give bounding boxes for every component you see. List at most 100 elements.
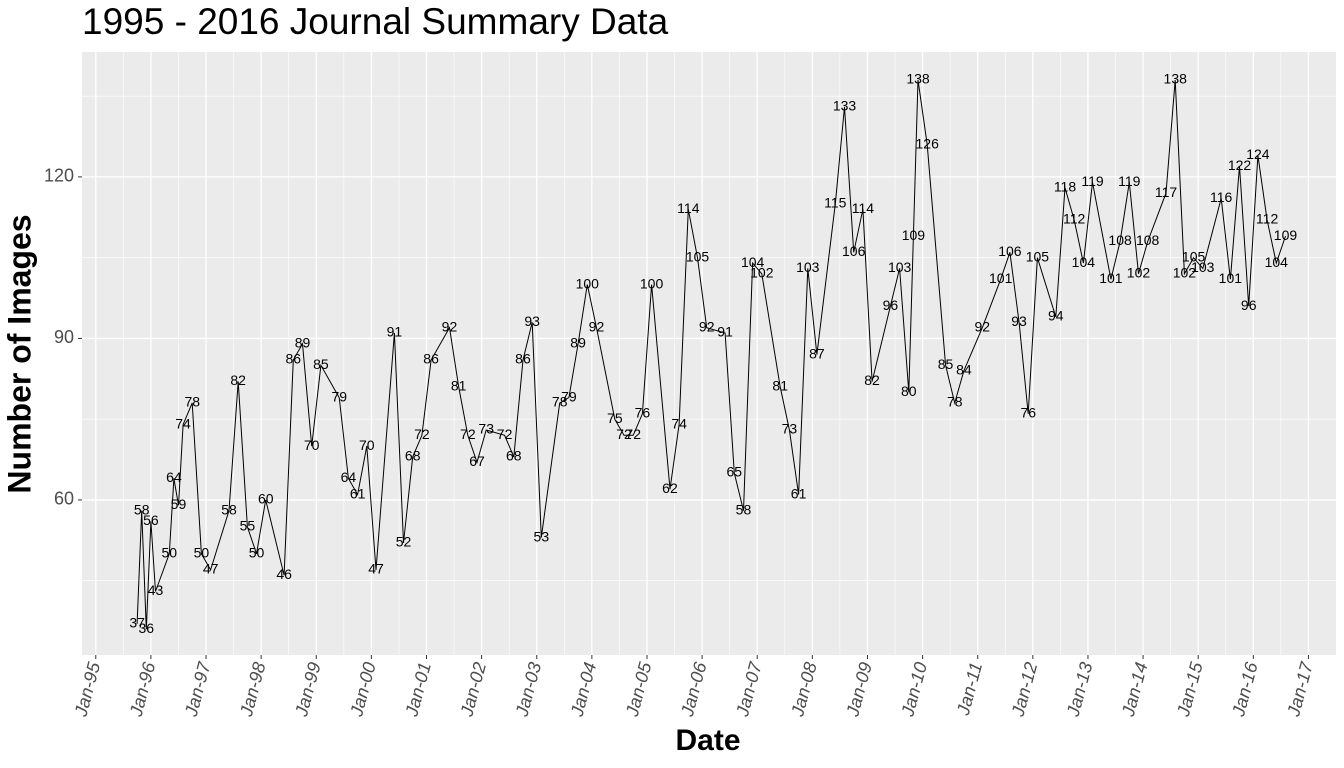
data-label: 92 [589,318,605,334]
data-label: 43 [148,582,164,598]
data-label: 64 [341,469,357,485]
data-label: 76 [635,405,651,421]
x-tick-label: Jan-07 [732,659,766,719]
data-label: 102 [1127,265,1151,281]
data-label: 60 [258,491,274,507]
data-label: 70 [304,437,320,453]
data-label: 85 [313,356,329,372]
data-label: 73 [782,421,798,437]
x-tick-label: Jan-01 [401,660,435,719]
data-label: 108 [1108,232,1132,248]
data-label: 36 [139,620,155,636]
data-label: 68 [506,448,522,464]
x-tick-label: Jan-15 [1173,659,1207,719]
data-label: 119 [1081,173,1104,189]
data-label: 118 [1054,178,1077,194]
x-tick-label: Jan-12 [1007,660,1041,719]
data-label: 92 [442,318,458,334]
data-label: 100 [576,275,600,291]
data-label: 79 [331,388,347,404]
data-label: 96 [1241,297,1257,313]
y-tick-label: 120 [44,166,74,186]
data-label: 72 [414,426,430,442]
data-label: 79 [561,388,577,404]
data-label: 82 [864,372,880,388]
data-label: 138 [1164,71,1188,87]
data-label: 105 [1182,248,1206,264]
data-label: 91 [717,324,733,340]
data-label: 100 [640,275,664,291]
data-label: 96 [883,297,899,313]
y-tick-label: 90 [54,327,74,347]
data-label: 103 [796,259,820,275]
data-label: 93 [524,313,540,329]
data-label: 50 [194,544,210,560]
data-label: 126 [916,135,940,151]
data-label: 103 [888,259,912,275]
data-label: 102 [1173,265,1197,281]
x-tick-label: Jan-02 [456,660,490,719]
x-tick-label: Jan-10 [897,660,931,719]
data-label: 92 [699,318,715,334]
data-label: 72 [460,426,476,442]
data-label: 56 [143,512,159,528]
data-label: 122 [1228,157,1252,173]
data-label: 78 [552,394,568,410]
data-label: 53 [534,528,550,544]
data-label: 89 [570,335,586,351]
data-label: 117 [1155,184,1178,200]
data-label: 55 [240,518,256,534]
x-tick-label: Jan-05 [622,659,656,719]
data-label: 91 [387,324,403,340]
data-label: 72 [625,426,641,442]
data-label: 108 [1136,232,1160,248]
chart-title: 1995 - 2016 Journal Summary Data [82,1,669,42]
data-label: 86 [286,351,302,367]
data-label: 74 [671,415,687,431]
data-label: 119 [1118,173,1141,189]
x-tick-label: Jan-96 [126,659,160,719]
data-label: 104 [1072,254,1096,270]
data-label: 104 [1265,254,1289,270]
data-label: 58 [134,501,150,517]
data-label: 105 [1026,248,1050,264]
data-label: 87 [809,345,825,361]
x-tick-label: Jan-06 [677,659,711,719]
x-axis-title: Date [675,724,740,757]
data-label: 78 [184,394,200,410]
data-label: 59 [171,496,187,512]
data-label: 64 [166,469,182,485]
x-tick-label: Jan-13 [1063,660,1097,719]
data-label: 73 [478,421,494,437]
data-label: 92 [975,318,991,334]
data-label: 109 [902,227,926,243]
data-line [136,79,1286,630]
data-label: 102 [750,265,774,281]
data-label: 61 [350,485,366,501]
data-label: 81 [772,378,788,394]
data-label: 61 [791,485,807,501]
data-label: 67 [469,453,485,469]
data-label: 76 [1020,405,1036,421]
y-tick-label: 60 [54,489,74,509]
data-label: 133 [833,98,857,114]
data-label: 106 [998,243,1022,259]
data-label: 47 [203,561,219,577]
data-label: 93 [1011,313,1027,329]
data-label: 58 [221,501,237,517]
x-tick-label: Jan-14 [1118,660,1152,719]
data-label: 101 [1219,270,1243,286]
data-label: 138 [906,71,930,87]
data-label: 68 [405,448,421,464]
data-label: 81 [451,378,467,394]
data-label: 62 [662,480,678,496]
data-label: 75 [607,410,623,426]
data-label: 72 [616,426,632,442]
data-label: 50 [249,544,265,560]
x-tick-label: Jan-00 [346,660,380,719]
data-label: 86 [423,351,439,367]
x-tick-label: Jan-09 [842,660,876,719]
data-label: 94 [1048,308,1064,324]
x-tick-label: Jan-03 [511,660,545,719]
